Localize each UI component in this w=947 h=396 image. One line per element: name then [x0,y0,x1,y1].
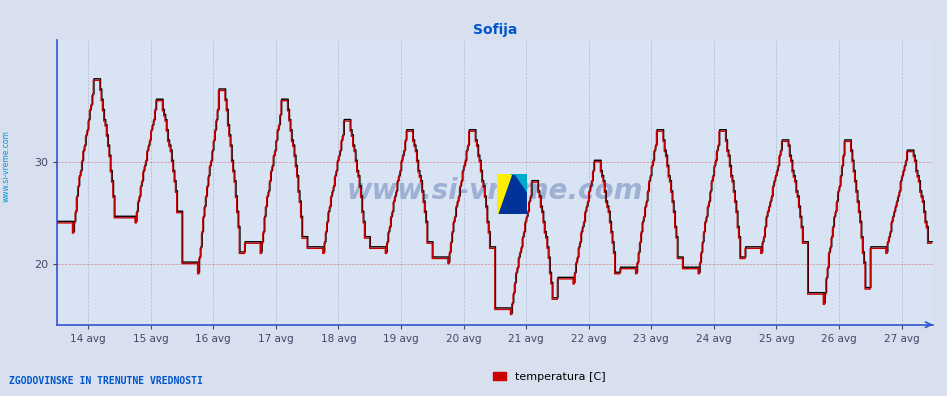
Legend: temperatura [C]: temperatura [C] [489,367,610,386]
Polygon shape [497,174,527,214]
Text: www.si-vreme.com: www.si-vreme.com [2,130,11,202]
Text: www.si-vreme.com: www.si-vreme.com [347,177,643,205]
Polygon shape [510,174,527,192]
Title: Sofija: Sofija [473,23,517,37]
Polygon shape [497,174,510,214]
Text: ZGODOVINSKE IN TRENUTNE VREDNOSTI: ZGODOVINSKE IN TRENUTNE VREDNOSTI [9,376,204,386]
